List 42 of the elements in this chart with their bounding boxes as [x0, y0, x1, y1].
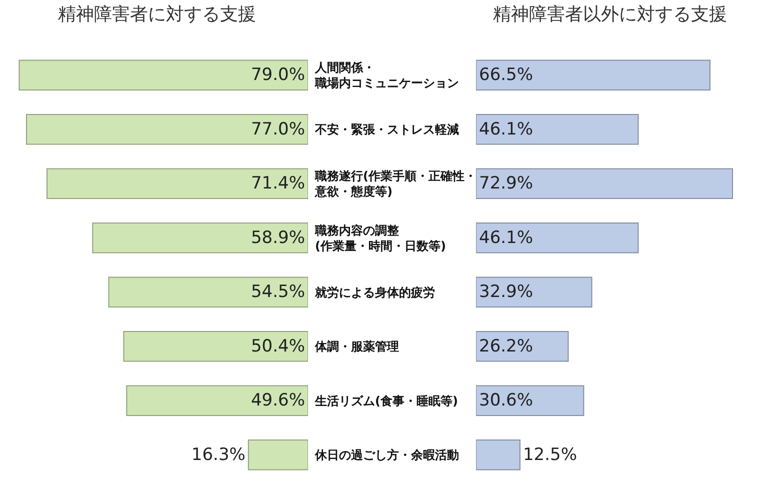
y-tick-label: 就労による身体的疲労: [314, 285, 435, 300]
data-label: 72.9%: [479, 174, 534, 194]
chart-title: 精神障害者に対する支援: [58, 4, 256, 26]
bar: [476, 114, 639, 145]
y-tick-label: 生活リズム(食事・睡眠等): [314, 394, 458, 408]
bar: [123, 330, 308, 362]
bar: [476, 168, 733, 200]
y-tick-label: 職務内容の調整(作業量・時間・日数等): [314, 223, 446, 253]
bar: [476, 330, 569, 362]
bar: [126, 385, 308, 416]
bar: [26, 114, 308, 145]
data-label: 26.2%: [479, 336, 534, 356]
y-tick-label: 休日の過ごし方・余暇活動: [314, 448, 459, 462]
y-tick-label: 体調・服薬管理: [314, 340, 399, 354]
y-tick-label: 人間関係・職場内コミュニケーション: [314, 60, 459, 90]
data-label: 50.4%: [250, 336, 305, 356]
bar: [18, 60, 308, 91]
bar: [476, 276, 592, 308]
data-label: 32.9%: [479, 282, 534, 302]
bar: [92, 222, 308, 254]
data-label: 12.5%: [522, 444, 577, 465]
bar: [476, 222, 639, 254]
bar: [248, 439, 308, 470]
y-tick-label: 職務遂行(作業手順・正確性・意欲・態度等): [314, 169, 476, 199]
bar: [476, 439, 520, 470]
data-label: 71.4%: [250, 174, 305, 194]
data-label: 54.5%: [250, 282, 305, 302]
data-label: 30.6%: [479, 390, 534, 411]
bar: [476, 385, 584, 416]
data-label: 79.0%: [250, 65, 305, 86]
bar: [476, 60, 710, 91]
y-tick-label: 不安・緊張・ストレス軽減: [314, 122, 459, 137]
data-label: 16.3%: [191, 444, 246, 465]
bar: [108, 276, 308, 308]
data-label: 49.6%: [250, 390, 305, 411]
bar: [46, 168, 308, 200]
data-label: 58.9%: [250, 228, 305, 248]
chart-title: 精神障害者以外に対する支援: [493, 4, 728, 26]
data-label: 46.1%: [479, 119, 534, 140]
data-label: 66.5%: [479, 65, 534, 86]
data-label: 46.1%: [479, 228, 534, 248]
data-label: 77.0%: [250, 119, 305, 140]
